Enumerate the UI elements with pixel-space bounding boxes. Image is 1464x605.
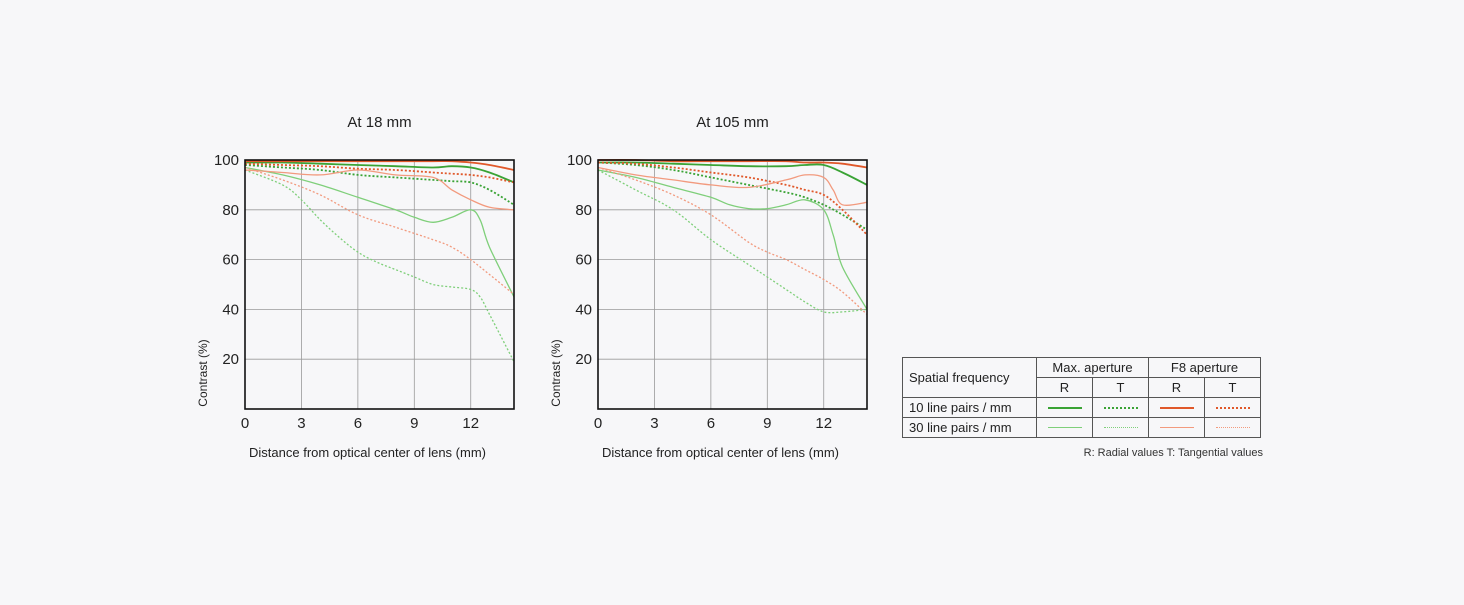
legend-swatch-10-r-max: [1047, 406, 1082, 409]
series-line-30-t-max: [597, 169, 868, 314]
y-axis-label: Contrast (%): [549, 339, 563, 406]
legend-swatch-10-r-f8: [1159, 406, 1194, 409]
y-tick-label: 80: [575, 202, 592, 219]
series-line-30-r-max: [244, 166, 515, 298]
x-tick-label: 0: [594, 415, 602, 432]
legend-swatch-30-r-f8: [1159, 427, 1194, 428]
x-tick-label: 6: [354, 415, 362, 432]
y-tick-label: 20: [575, 351, 592, 368]
y-tick-label: 80: [222, 202, 239, 219]
y-tick-label: 60: [575, 252, 592, 269]
x-tick-label: 6: [707, 415, 715, 432]
series-line-10-t-f8: [244, 162, 515, 184]
series-line-30-r-max: [597, 169, 868, 310]
legend-sub-r-f8: R: [1148, 377, 1205, 398]
y-axis-label: Contrast (%): [196, 339, 210, 406]
legend-table: Spatial frequency Max. aperture F8 apert…: [902, 357, 1261, 438]
x-tick-label: 0: [241, 415, 249, 432]
legend-group-f8-aperture: F8 aperture: [1148, 357, 1261, 378]
x-axis-label: Distance from optical center of lens (mm…: [249, 445, 486, 460]
legend-swatch-30-t-f8: [1215, 427, 1250, 428]
x-tick-label: 3: [650, 415, 658, 432]
legend-header-spatial-frequency: Spatial frequency: [902, 357, 1037, 398]
y-tick-label: 100: [214, 152, 239, 169]
plot-frame: [244, 159, 515, 410]
series-line-10-t-max: [597, 161, 868, 231]
y-tick-label: 40: [575, 301, 592, 318]
legend-group-max-aperture: Max. aperture: [1036, 357, 1149, 378]
series-line-30-t-max: [244, 169, 515, 362]
legend-sub-r-max: R: [1036, 377, 1093, 398]
series-line-30-r-f8: [244, 169, 515, 211]
series-line-10-r-max: [597, 161, 868, 186]
legend-swatch-10-t-f8: [1215, 406, 1250, 409]
series-line-10-r-f8: [245, 160, 515, 171]
series-line-30-t-f8: [597, 166, 868, 315]
x-axis-label: Distance from optical center of lens (mm…: [602, 445, 839, 460]
series-line-10-r-max: [244, 161, 515, 184]
series-line-10-t-f8: [597, 161, 868, 236]
y-tick-label: 20: [222, 351, 239, 368]
legend-sub-t-f8: T: [1204, 377, 1261, 398]
legend-sub-t-max: T: [1092, 377, 1149, 398]
chart-title: At 18 mm: [347, 114, 411, 131]
legend-swatch-10-t-max: [1103, 406, 1138, 409]
x-tick-label: 12: [815, 415, 832, 432]
legend-swatch-30-t-max: [1103, 427, 1138, 428]
series-line-30-r-f8: [597, 166, 868, 207]
x-tick-label: 12: [462, 415, 479, 432]
x-tick-label: 9: [410, 415, 418, 432]
x-tick-label: 3: [297, 415, 305, 432]
chart-title: At 105 mm: [696, 114, 769, 131]
y-tick-label: 40: [222, 301, 239, 318]
legend-note: R: Radial values T: Tangential values: [1083, 447, 1263, 459]
legend-row-10lp: 10 line pairs / mm: [902, 397, 1037, 418]
series-line-10-t-max: [244, 164, 515, 206]
legend-row-30lp: 30 line pairs / mm: [902, 417, 1037, 438]
x-tick-label: 9: [763, 415, 771, 432]
y-tick-label: 60: [222, 252, 239, 269]
legend-swatch-30-r-max: [1047, 427, 1082, 428]
series-line-30-t-f8: [244, 166, 515, 296]
y-tick-label: 100: [567, 152, 592, 169]
plot-frame: [597, 159, 868, 410]
